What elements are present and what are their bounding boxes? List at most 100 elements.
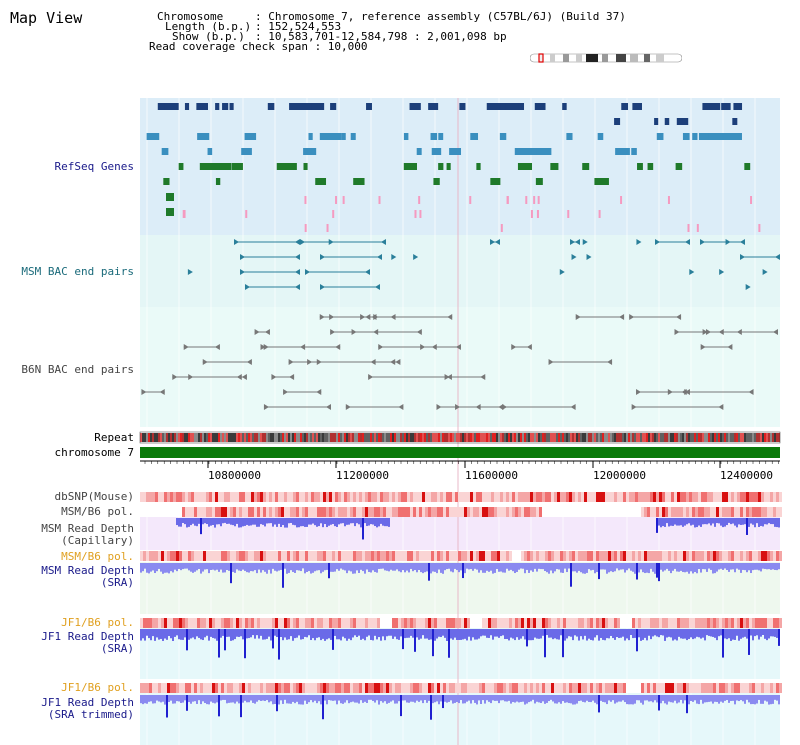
repeat-cell	[718, 433, 720, 442]
depth-bar	[316, 518, 318, 527]
depth-bar	[322, 563, 324, 572]
msm-pol-label-2[interactable]: MSM/B6 pol.	[61, 550, 134, 563]
repeat-cell	[716, 433, 718, 442]
depth-bar	[270, 695, 272, 702]
depth-bar	[728, 518, 730, 523]
depth-bar	[718, 518, 720, 524]
msm-depth-sra-label-1[interactable]: MSM Read Depth	[41, 564, 134, 577]
depth-bar	[542, 563, 544, 570]
heat-cell	[251, 492, 254, 502]
bac-end	[575, 314, 581, 320]
repeat-cell	[580, 433, 582, 442]
heat-cell	[431, 492, 434, 502]
heat-cell	[515, 492, 518, 502]
heat-cell	[722, 551, 725, 561]
dbsnp-label[interactable]: dbSNP(Mouse)	[54, 490, 134, 503]
b6n-bac-track-bg	[140, 307, 780, 427]
depth-bar	[492, 695, 494, 701]
heat-cell	[482, 551, 485, 561]
msm-pol-label[interactable]: MSM/B6 pol.	[61, 505, 134, 518]
depth-bar	[392, 695, 394, 701]
depth-bar	[168, 563, 170, 574]
depth-bar	[756, 563, 758, 570]
depth-bar	[164, 629, 166, 639]
depth-bar	[770, 563, 772, 570]
repeat-cell	[232, 433, 234, 442]
repeat-cell	[644, 433, 646, 442]
depth-bar	[586, 695, 588, 701]
msm-depth-capillary-label-1[interactable]: MSM Read Depth	[41, 522, 134, 535]
heat-cell	[476, 551, 479, 561]
depth-bar	[376, 518, 378, 528]
repeat-label[interactable]: Repeat	[94, 431, 134, 444]
depth-bar	[474, 629, 476, 640]
bac-end	[773, 329, 778, 335]
repeat-cell	[278, 433, 280, 442]
depth-bar	[174, 563, 176, 570]
depth-bar	[274, 563, 276, 571]
gene-glyph	[403, 133, 409, 140]
heat-cell	[473, 683, 476, 693]
depth-bar	[490, 629, 492, 636]
heat-cell	[521, 618, 524, 628]
heat-cell	[188, 683, 191, 693]
depth-bar	[468, 695, 470, 701]
heat-cell	[395, 618, 398, 628]
bac-end	[718, 404, 724, 410]
depth-bar	[766, 518, 768, 525]
depth-bar	[388, 518, 390, 527]
jf1-pol-label[interactable]: JF1/B6 pol.	[61, 616, 134, 629]
heat-cell	[149, 551, 152, 561]
heat-cell	[527, 507, 530, 517]
heat-cell	[530, 683, 533, 693]
depth-bar	[762, 695, 764, 704]
heat-cell	[755, 551, 758, 561]
heat-cell	[227, 551, 230, 561]
depth-bar	[750, 629, 752, 636]
heat-cell	[725, 492, 728, 502]
depth-bar	[170, 563, 172, 572]
heat-cell	[140, 683, 143, 693]
depth-bar	[166, 563, 168, 573]
depth-bar	[664, 563, 666, 571]
heat-cell	[662, 507, 665, 517]
depth-bar	[512, 629, 514, 639]
b6n-bac-label[interactable]: B6N BAC end pairs	[21, 363, 134, 376]
jf1-depth-label-1[interactable]: JF1 Read Depth	[41, 630, 134, 643]
heat-cell	[203, 551, 206, 561]
msm-bac-label[interactable]: MSM BAC end pairs	[21, 265, 134, 278]
depth-bar	[538, 563, 540, 569]
depth-bar	[318, 563, 320, 571]
depth-bar	[362, 695, 364, 703]
heat-cell	[293, 551, 296, 561]
heat-cell	[296, 683, 299, 693]
heat-cell	[317, 683, 320, 693]
depth-bar	[176, 695, 178, 702]
heat-cell	[557, 683, 560, 693]
jf1-trimmed-label-1[interactable]: JF1 Read Depth	[41, 696, 134, 709]
chromosome-ideogram[interactable]	[530, 53, 682, 63]
depth-bar	[302, 695, 304, 705]
depth-bar	[358, 695, 360, 704]
depth-bar	[720, 629, 722, 636]
repeat-cell	[370, 433, 372, 442]
depth-bar	[192, 695, 194, 702]
heat-cell	[635, 683, 638, 693]
depth-bar	[566, 695, 568, 703]
depth-bar	[396, 695, 398, 704]
depth-bar	[714, 695, 716, 702]
depth-bar	[404, 629, 406, 639]
depth-bar	[222, 695, 224, 700]
depth-bar	[596, 695, 598, 705]
jf1-pol-label-2[interactable]: JF1/B6 pol.	[61, 681, 134, 694]
depth-bar	[764, 518, 766, 525]
heat-cell	[269, 507, 272, 517]
depth-bar	[432, 629, 434, 657]
depth-bar	[766, 563, 768, 570]
heat-cell	[638, 683, 641, 693]
heat-cell	[266, 507, 269, 517]
depth-bar	[582, 563, 584, 574]
refseq-label[interactable]: RefSeq Genes	[54, 160, 134, 173]
heat-cell	[596, 551, 599, 561]
heat-cell	[563, 492, 566, 502]
